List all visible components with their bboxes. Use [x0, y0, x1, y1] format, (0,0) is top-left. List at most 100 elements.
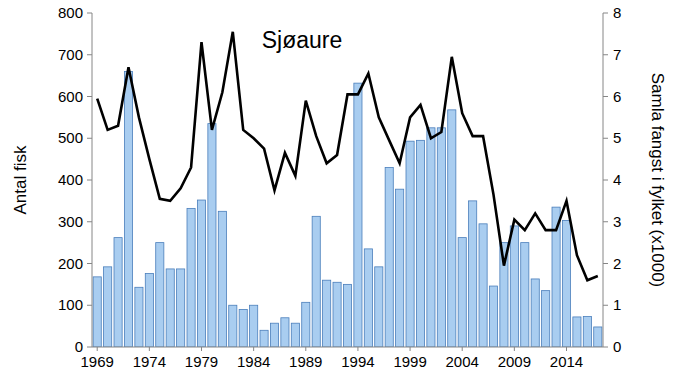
bar	[479, 224, 487, 347]
bar	[427, 128, 435, 347]
bar	[562, 220, 570, 347]
bar	[270, 323, 278, 347]
bar	[312, 216, 320, 347]
y-tick	[87, 138, 92, 139]
bar	[469, 201, 477, 347]
bar	[333, 282, 341, 347]
y2-axis-label: Samla fangst i fylket (x1000)	[648, 73, 667, 287]
y-tick-label: 200	[58, 255, 83, 272]
x-tick	[514, 347, 515, 351]
bar	[135, 287, 143, 347]
x-tick-label: 1969	[81, 353, 114, 370]
y-tick	[87, 263, 92, 264]
line	[97, 32, 598, 280]
bar	[166, 269, 174, 347]
bar	[229, 305, 237, 347]
y-tick-label: 600	[58, 88, 83, 105]
x-tick	[97, 347, 98, 351]
x-tick-label: 1994	[341, 353, 374, 370]
x-tick-label: 1989	[289, 353, 322, 370]
bar	[542, 291, 550, 347]
bar	[583, 317, 591, 347]
bar	[437, 128, 445, 347]
x-tick-label: 1999	[393, 353, 426, 370]
y2-tick	[603, 347, 608, 348]
y-tick-label: 800	[58, 4, 83, 21]
bar	[521, 243, 529, 347]
bar	[343, 284, 351, 347]
y2-tick-label: 5	[613, 129, 621, 146]
bar	[510, 226, 518, 347]
bar	[250, 305, 258, 347]
bar	[291, 323, 299, 347]
bar	[208, 124, 216, 347]
bar	[260, 330, 268, 347]
x-tick	[410, 347, 411, 351]
bar	[323, 280, 331, 347]
x-axis	[92, 347, 603, 348]
y2-tick-label: 4	[613, 171, 621, 188]
y-tick	[87, 54, 92, 55]
y2-tick	[603, 54, 608, 55]
x-tick-label: 2009	[498, 353, 531, 370]
x-tick-label: 1984	[237, 353, 270, 370]
y-tick-label: 500	[58, 129, 83, 146]
y2-tick	[603, 138, 608, 139]
y2-tick	[603, 263, 608, 264]
x-tick	[357, 347, 358, 351]
y2-tick	[603, 180, 608, 181]
bar	[302, 302, 310, 347]
bar	[197, 200, 205, 347]
y2-tick	[603, 13, 608, 14]
y2-tick-label: 3	[613, 213, 621, 230]
x-tick	[566, 347, 567, 351]
bar	[187, 208, 195, 347]
bar	[416, 140, 424, 347]
bar	[396, 189, 404, 347]
bar	[177, 269, 185, 347]
bar	[281, 318, 289, 347]
y2-tick-label: 0	[613, 338, 621, 355]
bar	[354, 83, 362, 347]
y-tick	[87, 96, 92, 97]
x-tick-label: 2004	[446, 353, 479, 370]
x-tick-label: 1974	[133, 353, 166, 370]
y-tick	[87, 221, 92, 222]
plot-data	[93, 32, 602, 347]
bar	[239, 309, 247, 347]
y2-tick-label: 7	[613, 46, 621, 63]
y2-tick-label: 1	[613, 296, 621, 313]
y-tick	[87, 305, 92, 306]
y2-tick	[603, 96, 608, 97]
bar	[124, 71, 132, 347]
bar	[448, 110, 456, 347]
bar	[406, 141, 414, 347]
x-tick-label: 1979	[185, 353, 218, 370]
y-tick-label: 100	[58, 296, 83, 313]
x-tick	[201, 347, 202, 351]
x-tick-label: 2014	[550, 353, 583, 370]
y2-tick	[603, 221, 608, 222]
bar	[156, 243, 164, 347]
x-tick	[149, 347, 150, 351]
y2-tick	[603, 305, 608, 306]
y-tick-label: 400	[58, 171, 83, 188]
bar	[375, 267, 383, 347]
y2-tick-label: 2	[613, 255, 621, 272]
y-axis-label: Antal fisk	[11, 145, 30, 214]
bar	[385, 167, 393, 347]
bar	[573, 317, 581, 347]
y-tick	[87, 13, 92, 14]
bar	[114, 238, 122, 347]
bar	[531, 279, 539, 347]
bar	[104, 267, 112, 347]
chart: 0100200300400500600700800012345678196919…	[0, 0, 674, 385]
x-tick	[305, 347, 306, 351]
x-tick	[462, 347, 463, 351]
y2-tick-label: 6	[613, 88, 621, 105]
y-tick	[87, 180, 92, 181]
y-tick-label: 700	[58, 46, 83, 63]
bar	[218, 211, 226, 347]
bar	[594, 327, 602, 347]
y2-tick-label: 8	[613, 4, 621, 21]
